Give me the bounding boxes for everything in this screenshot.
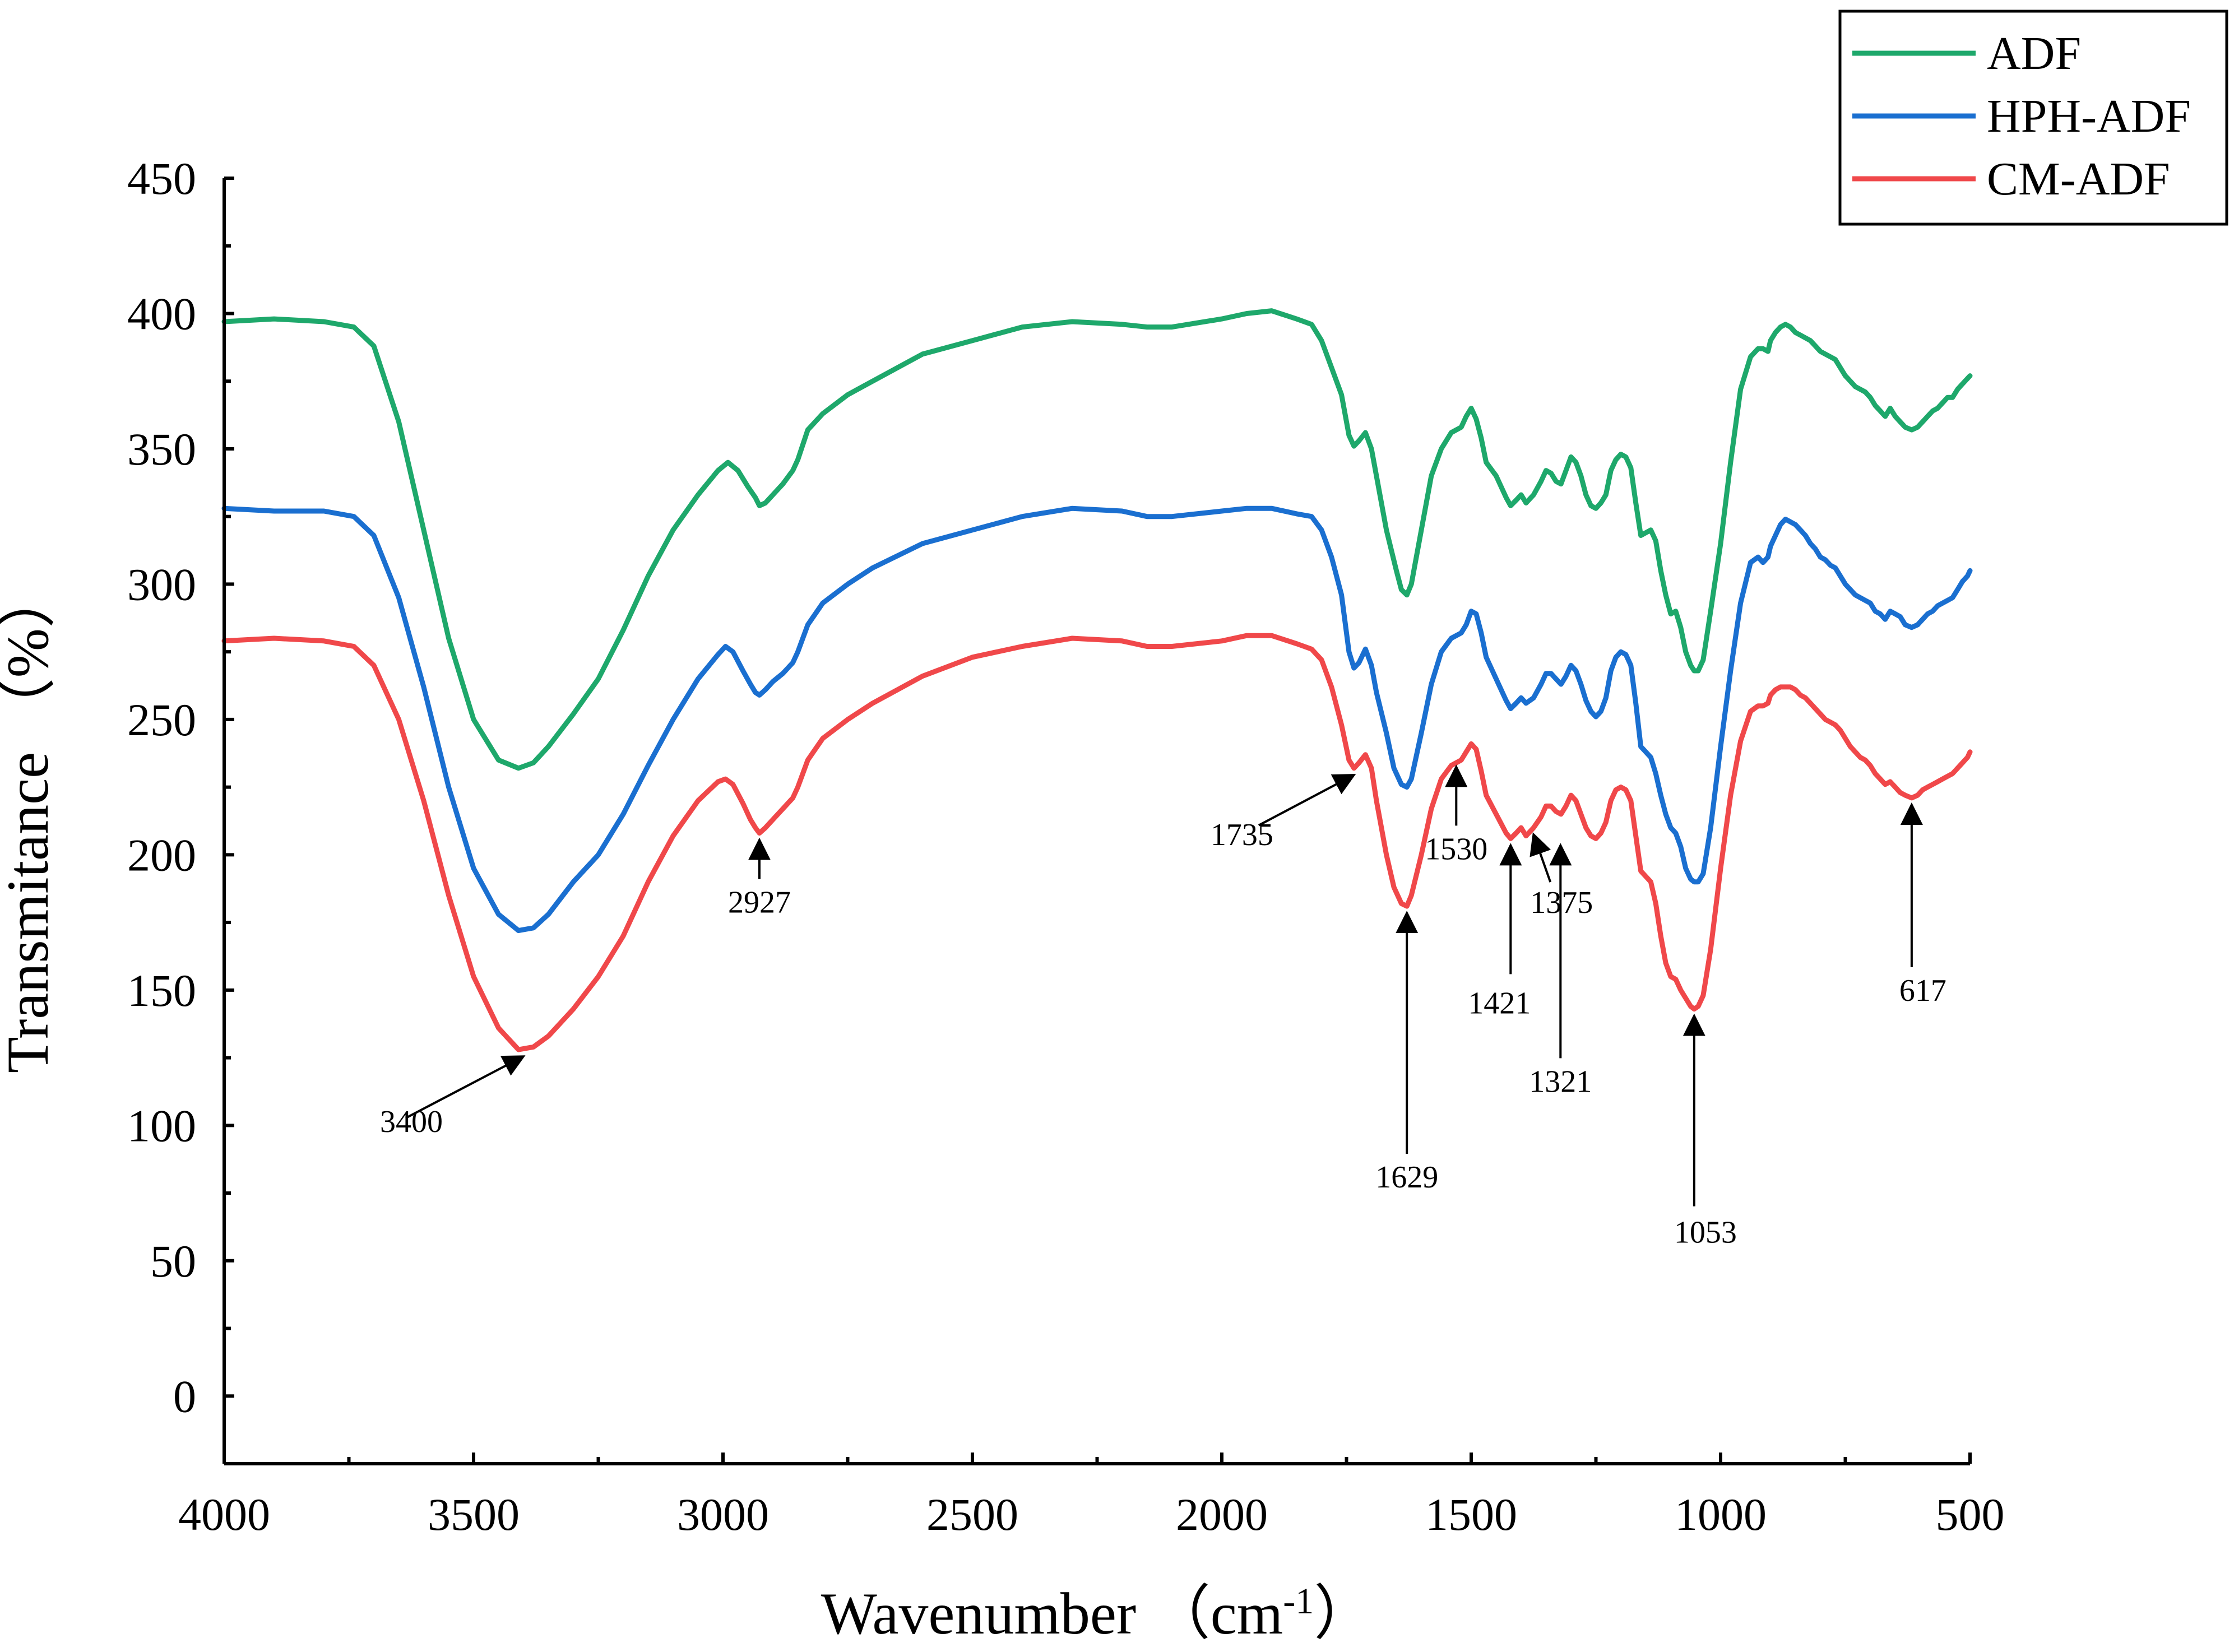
x-tick-label: 1500 [1425, 1489, 1517, 1540]
annotation-label: 617 [1899, 973, 1946, 1008]
series-line-adf [221, 308, 1973, 771]
x-axis-title: Wavenumber （cm-1） [821, 1581, 1373, 1647]
legend-label: ADF [1987, 27, 2081, 80]
annotation-arrow [1258, 773, 1356, 827]
annotation-label: 1629 [1375, 1160, 1438, 1195]
x-tick-label: 2000 [1176, 1489, 1268, 1540]
y-tick-label: 50 [150, 1236, 196, 1287]
legend-label: CM-ADF [1987, 153, 2170, 205]
annotation-label: 1530 [1425, 832, 1487, 866]
annotation-label: 1321 [1529, 1064, 1592, 1099]
x-axis-title-superscript: -1 [1283, 1581, 1314, 1622]
series-layer [221, 308, 1973, 1052]
series-line-cm-adf [221, 633, 1973, 1052]
y-tick-label: 200 [127, 829, 196, 880]
y-tick-label: 300 [127, 559, 196, 610]
annotation-label: 1053 [1674, 1215, 1737, 1250]
y-tick-label: 0 [173, 1371, 196, 1422]
x-axis-title-text: Wavenumber （cm [821, 1581, 1283, 1646]
annotation-label: 2927 [728, 885, 791, 920]
y-tick-label: 150 [127, 965, 196, 1016]
annotation-arrow [1529, 832, 1552, 883]
legend: ADF HPH-ADF CM-ADF [1838, 10, 2228, 226]
x-tick-label: 3000 [677, 1489, 769, 1540]
axes-layer: 0 50 100 150 200 250 300 350 400 450 4000 3500 3000 2… [127, 153, 2005, 1540]
y-tick-label: 350 [127, 424, 196, 475]
series-line-hph-adf [221, 505, 1973, 934]
annotation-label: 1735 [1211, 818, 1273, 852]
annotation-label: 3400 [380, 1105, 443, 1139]
annotation-label: 1421 [1468, 986, 1531, 1020]
y-tick-label: 400 [127, 288, 196, 339]
annotation-arrow [405, 1055, 526, 1119]
x-tick-label: 2500 [926, 1489, 1018, 1540]
x-tick-label: 4000 [178, 1489, 270, 1540]
x-tick-label: 500 [1936, 1489, 2005, 1540]
y-tick-label: 450 [127, 153, 196, 204]
legend-label: HPH-ADF [1987, 90, 2191, 142]
y-tick-label: 100 [127, 1100, 196, 1151]
x-tick-label: 3500 [428, 1489, 520, 1540]
x-axis-title-close: ） [1314, 1581, 1373, 1646]
y-tick-label: 250 [127, 694, 196, 745]
y-axis-title: Transmitance （%） [0, 569, 61, 1073]
x-tick-label: 1000 [1675, 1489, 1767, 1540]
